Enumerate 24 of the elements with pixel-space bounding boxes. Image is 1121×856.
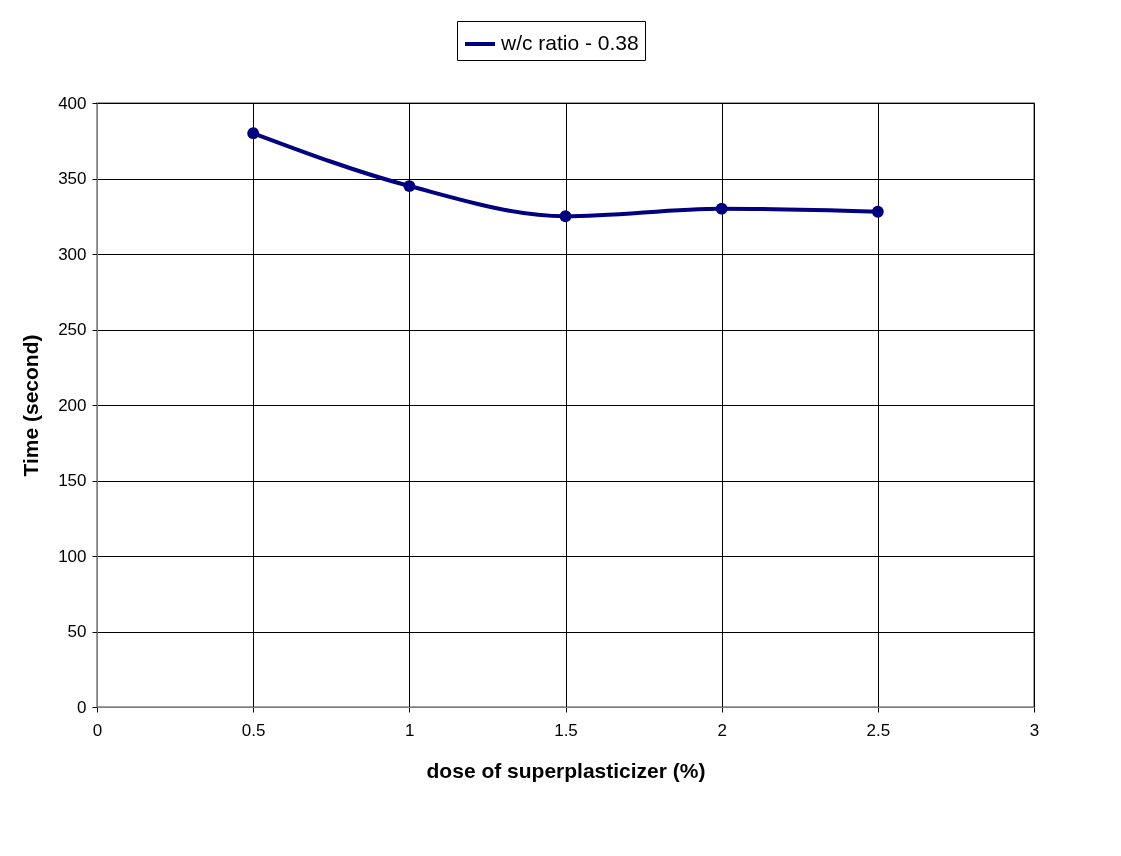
- point: [403, 180, 416, 192]
- point: [715, 202, 728, 215]
- y-tick-label: 0: [77, 697, 87, 717]
- x-tick-label: 0: [92, 720, 103, 740]
- y-tick-label: 300: [58, 244, 87, 264]
- y-tick-label: 350: [58, 169, 87, 188]
- x-tick-label: 2: [717, 720, 727, 740]
- y-tick-label: 200: [58, 395, 87, 415]
- y-tick-label: 100: [58, 546, 87, 566]
- point: [559, 210, 572, 223]
- x-axis-title: dose of superplasticizer (%): [426, 758, 706, 782]
- x-tick-label: 2.5: [866, 720, 891, 740]
- point: [247, 127, 260, 140]
- y-tick-label: 250: [58, 320, 87, 339]
- x-tick-label: 3: [1029, 720, 1040, 740]
- x-tick-label: 1.5: [554, 720, 578, 740]
- x-tick-label: 1: [405, 720, 415, 740]
- y-tick-label: 150: [58, 471, 87, 490]
- x-tick-label: 0.5: [241, 720, 266, 740]
- y-tick-label: 400: [58, 93, 87, 113]
- point: [871, 205, 884, 218]
- legend-label: w/c ratio - 0.38: [500, 31, 639, 54]
- y-axis-title: Time (second): [19, 334, 43, 477]
- y-tick-label: 50: [67, 622, 87, 641]
